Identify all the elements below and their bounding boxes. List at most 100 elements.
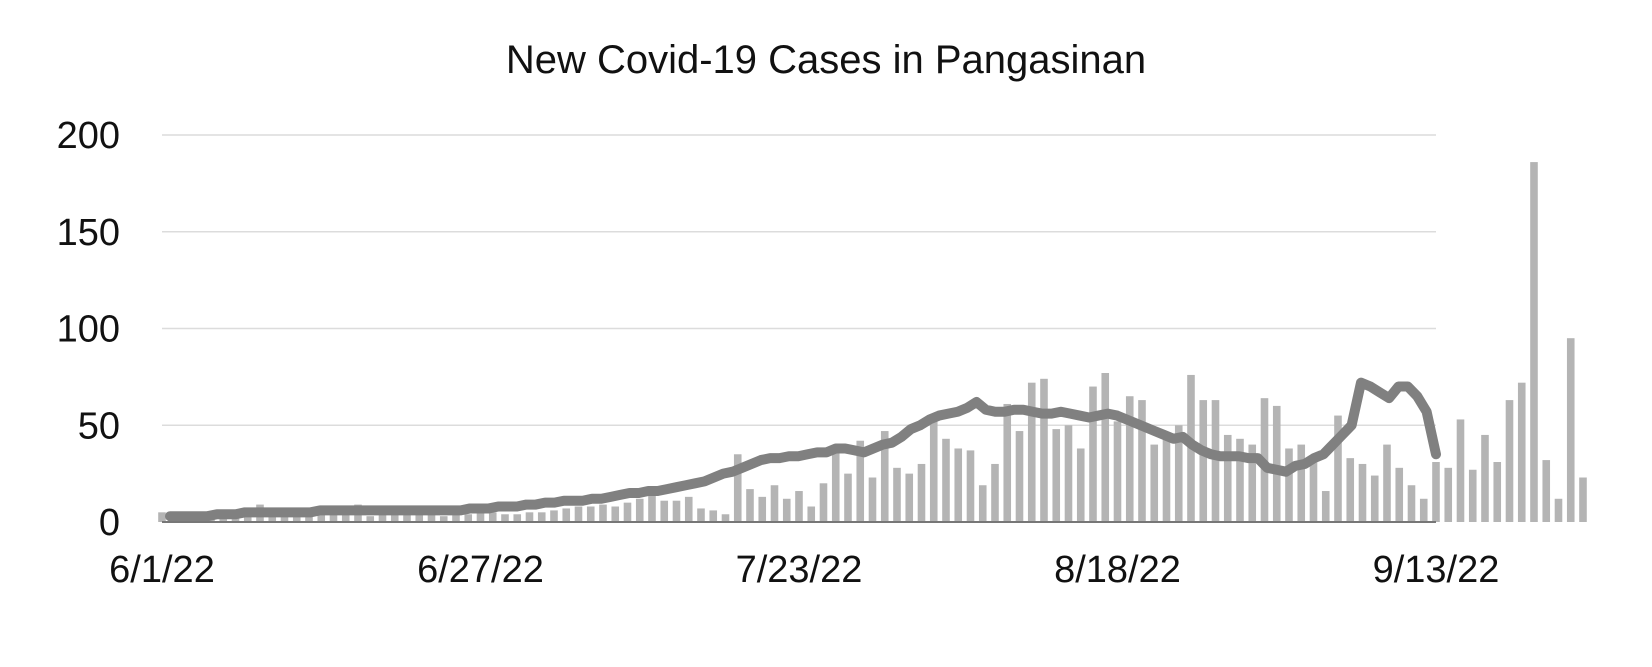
bar <box>1468 469 1477 522</box>
moving-average-line <box>165 377 1441 522</box>
tick-labels: 0 50 100 150 200 6/1/22 6/27/22 7/23/22 8/18/22 9… <box>57 115 1500 591</box>
bar <box>427 512 436 522</box>
bar <box>513 514 522 522</box>
bar <box>488 512 497 522</box>
bar <box>978 485 987 522</box>
bar <box>795 491 803 522</box>
bar <box>1297 444 1306 522</box>
x-tick-label: 8/18/22 <box>1054 549 1181 591</box>
bar <box>954 448 963 522</box>
bar <box>317 514 326 522</box>
bar <box>1162 432 1171 522</box>
bar <box>856 440 865 522</box>
bar <box>807 506 816 522</box>
bar <box>1542 460 1551 522</box>
bar <box>905 473 914 523</box>
bar <box>390 514 399 522</box>
bar <box>1493 462 1502 522</box>
bar <box>1505 400 1514 522</box>
bar <box>893 467 901 522</box>
bar <box>1395 467 1404 522</box>
bar <box>268 516 277 522</box>
bar <box>1052 429 1061 522</box>
bar <box>292 514 301 522</box>
bar <box>709 510 718 522</box>
bar <box>1248 444 1257 522</box>
bar <box>623 502 632 522</box>
y-tick-label: 100 <box>57 309 120 351</box>
bar <box>1358 463 1367 522</box>
y-tick-label: 0 <box>99 502 120 544</box>
daily-cases-bars <box>158 162 1587 523</box>
bar <box>1517 382 1526 522</box>
y-tick-label: 150 <box>57 212 120 254</box>
bar <box>733 454 742 522</box>
bar <box>1199 400 1208 522</box>
bar <box>415 514 424 522</box>
bar <box>782 498 791 522</box>
bar <box>403 510 411 522</box>
bar <box>1040 378 1048 522</box>
bar <box>1236 438 1244 522</box>
bar <box>599 504 607 522</box>
bar <box>525 512 534 522</box>
bar <box>1346 458 1355 522</box>
bar <box>721 514 730 522</box>
bar <box>611 506 620 522</box>
bar <box>1554 498 1563 522</box>
bar <box>464 514 473 522</box>
bar <box>550 510 558 522</box>
bar <box>1530 162 1538 522</box>
bar <box>966 450 975 522</box>
bar <box>1064 425 1073 522</box>
bar <box>1285 448 1293 522</box>
bar <box>1481 434 1489 522</box>
bar <box>1334 415 1342 522</box>
bar <box>1150 444 1159 522</box>
bar <box>1113 421 1122 522</box>
bar <box>562 508 571 522</box>
bar <box>1383 444 1391 522</box>
bar <box>758 496 767 522</box>
bar <box>1579 477 1587 522</box>
bar <box>1444 467 1453 522</box>
bar <box>1223 434 1232 522</box>
bar <box>672 500 681 522</box>
bar <box>917 463 926 522</box>
bar <box>378 514 387 522</box>
bar <box>452 512 460 522</box>
bar <box>501 514 509 522</box>
x-tick-label: 6/27/22 <box>417 549 544 591</box>
bar <box>439 516 448 522</box>
bar <box>158 512 166 522</box>
bar <box>880 431 889 522</box>
bar <box>1101 373 1110 522</box>
x-tick-label: 7/23/22 <box>736 549 863 591</box>
moving-average-line-layer <box>165 377 1441 522</box>
bar <box>1027 382 1036 522</box>
bar <box>770 485 779 522</box>
bar <box>1174 425 1183 522</box>
bar <box>537 512 546 522</box>
bar <box>697 508 705 522</box>
bar <box>1272 405 1281 522</box>
bar <box>660 500 669 522</box>
bar <box>586 506 595 522</box>
bar <box>1370 475 1379 522</box>
bar <box>329 514 338 522</box>
bar <box>476 512 485 522</box>
bar <box>635 498 644 522</box>
bar <box>366 516 375 522</box>
y-tick-label: 200 <box>57 115 120 157</box>
bar <box>1003 403 1012 522</box>
bar <box>1015 431 1024 522</box>
gridlines <box>162 134 1436 426</box>
bar <box>1419 498 1428 522</box>
bar <box>1138 400 1146 522</box>
bar <box>1309 462 1318 522</box>
bar <box>868 477 877 522</box>
bar <box>1076 448 1085 522</box>
bar <box>929 421 938 522</box>
bar <box>1407 485 1416 522</box>
